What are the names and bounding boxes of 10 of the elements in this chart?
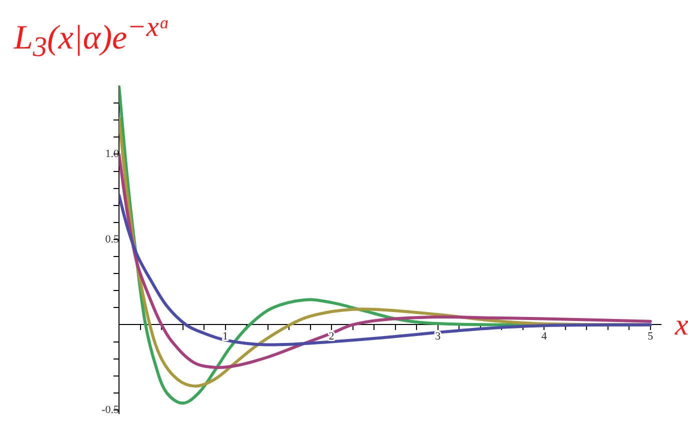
line-series [119,152,652,370]
x-tick-label: 3 [435,330,442,343]
y-tick-label: 0.5 [105,233,120,246]
y-tick-label: 1.0 [105,148,120,160]
line-series [119,194,652,346]
x-axis-title: x [674,308,688,342]
chart-title: L$_{3}$(x|α)e$^{−xᵅ}$ [14,12,170,64]
y-tick-label: -0.5 [102,404,120,416]
x-tick-label: 5 [648,330,654,343]
x-tick-label: 4 [541,330,548,343]
